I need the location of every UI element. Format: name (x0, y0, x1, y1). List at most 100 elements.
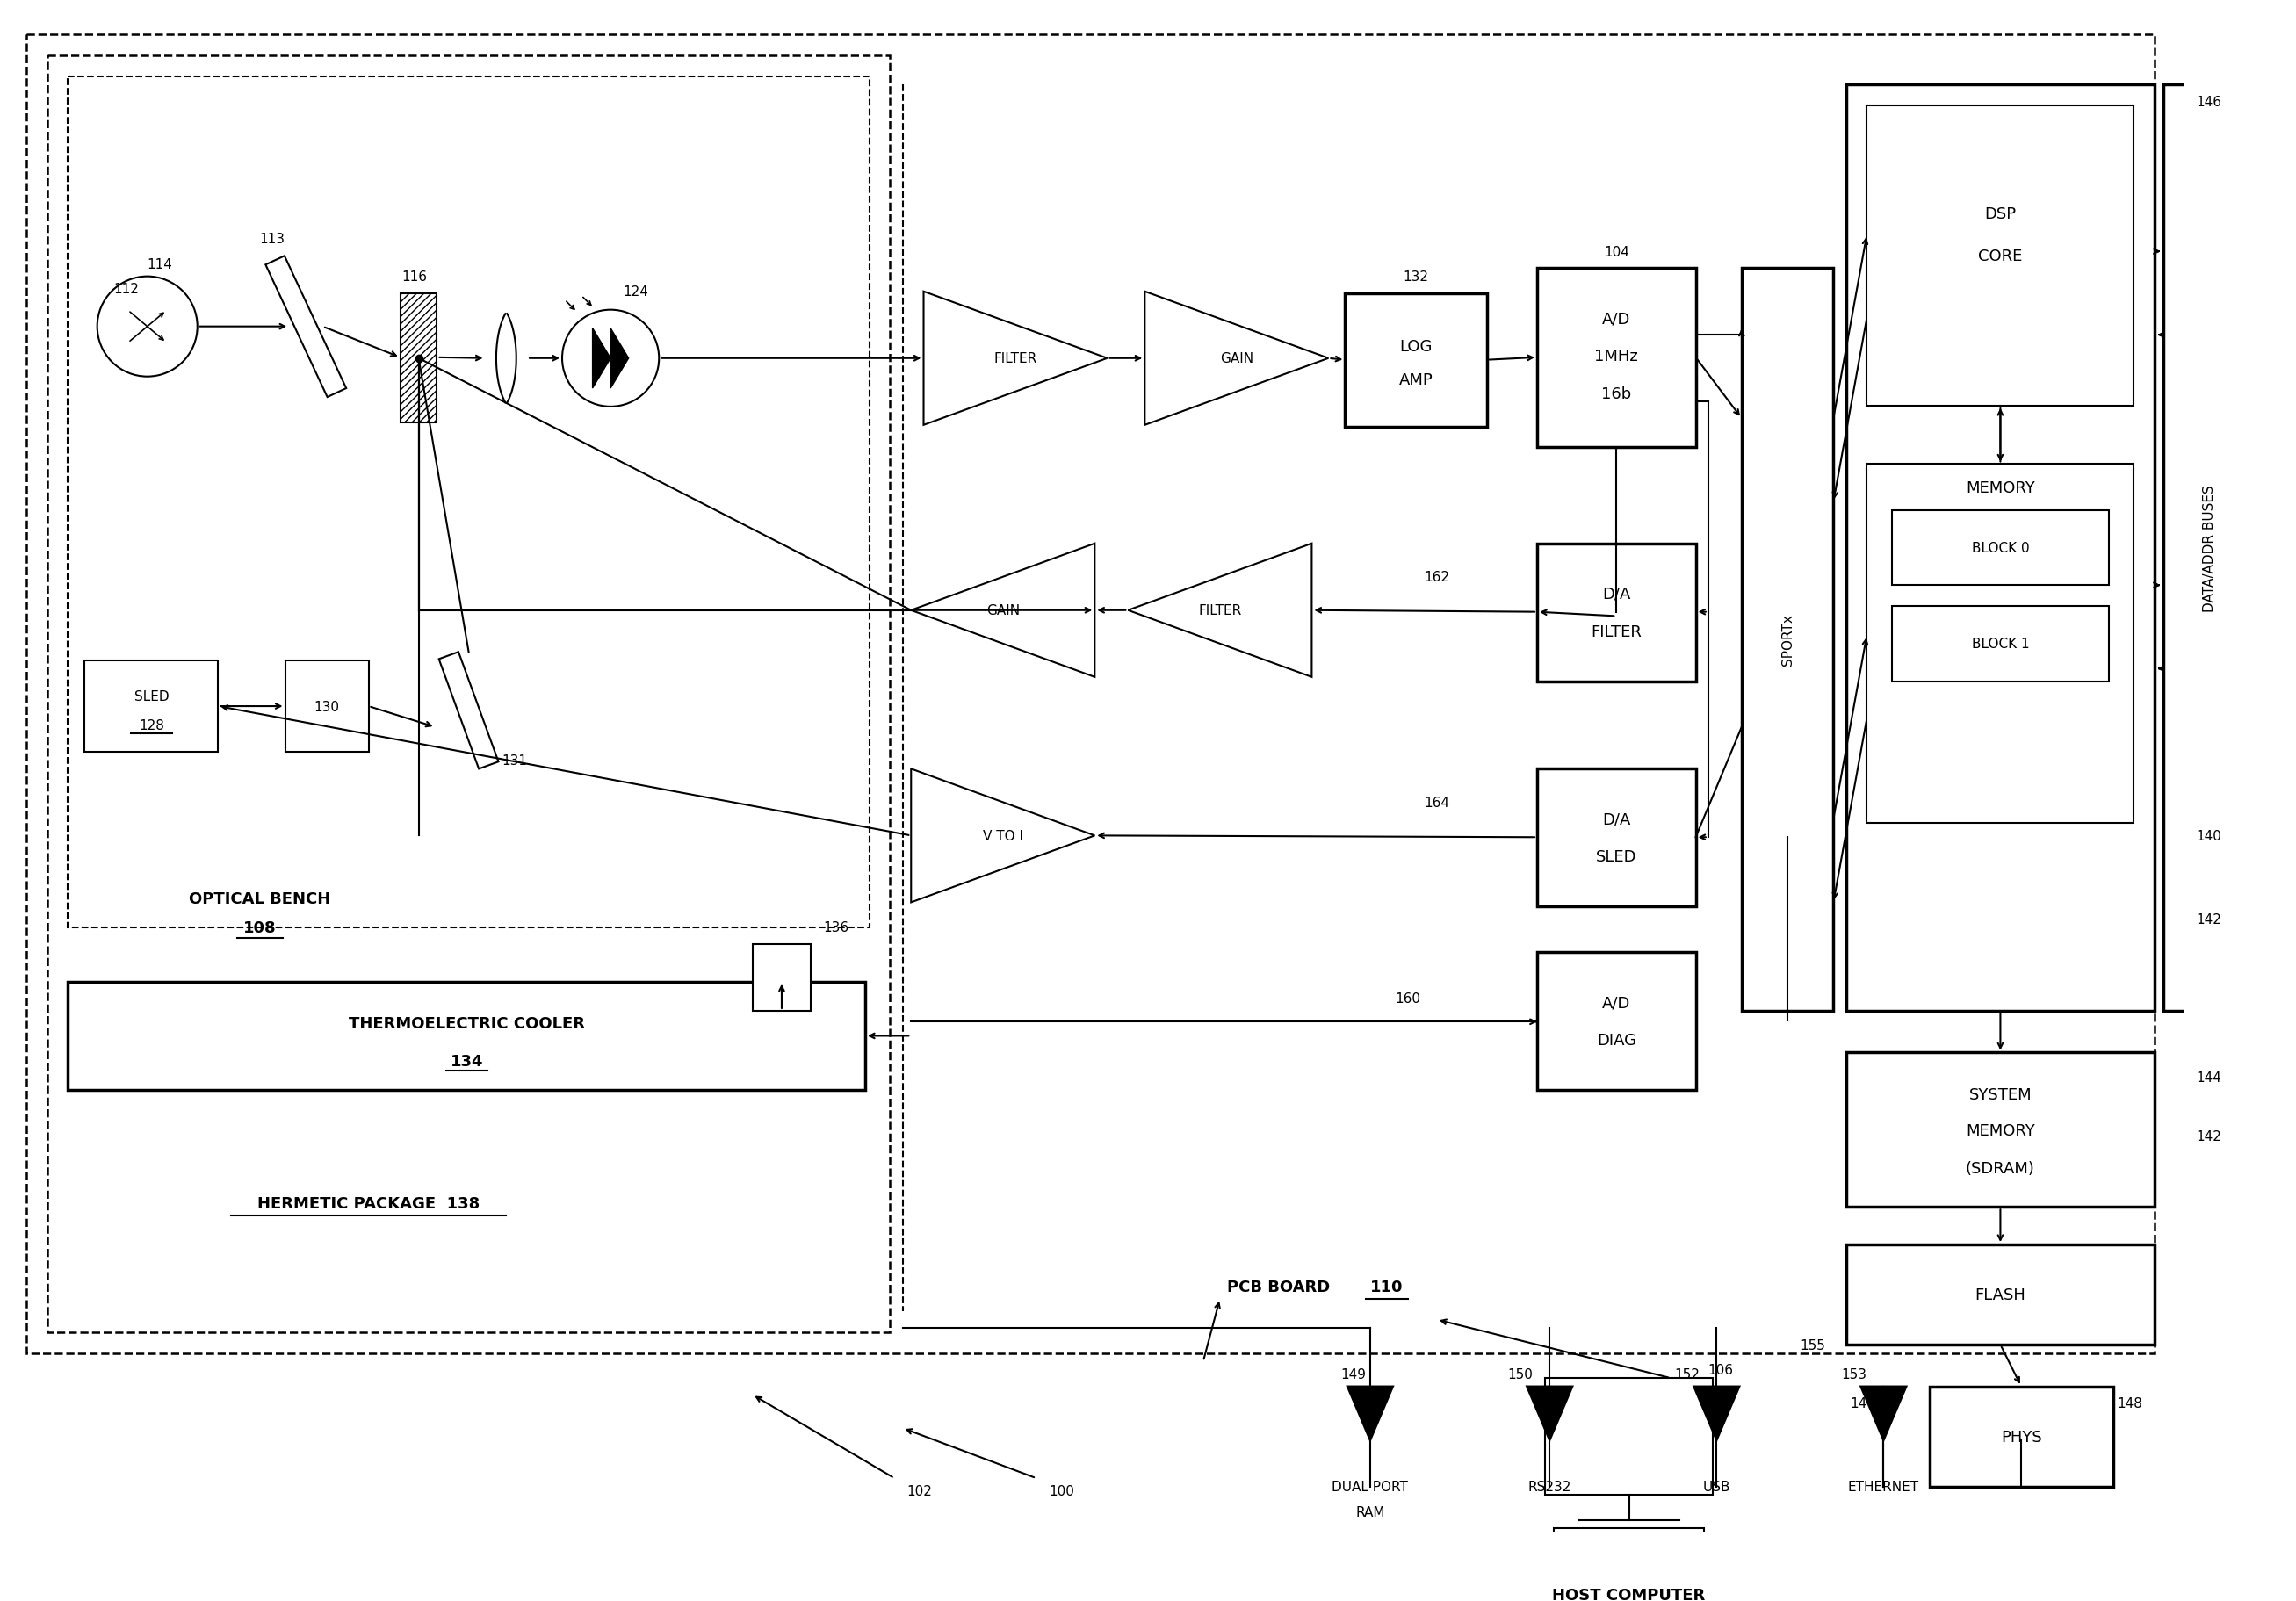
Bar (1545, 1378, 1713, 1495)
Text: A/D: A/D (1603, 311, 1630, 327)
Text: FLASH: FLASH (1975, 1287, 2025, 1303)
Bar (1846, 85, 2156, 1012)
Text: FILTER: FILTER (994, 352, 1038, 365)
Text: 130: 130 (315, 700, 340, 712)
Bar (85, 661, 218, 752)
Bar (1536, 768, 1697, 906)
Bar (1846, 1053, 2156, 1207)
Text: 150: 150 (1508, 1367, 1534, 1380)
Bar (1846, 1244, 2156, 1345)
Text: 140: 140 (2197, 829, 2223, 842)
Text: 147: 147 (1851, 1396, 1876, 1410)
Text: 100: 100 (1049, 1484, 1075, 1497)
Text: GAIN: GAIN (1219, 352, 1254, 365)
Text: 113: 113 (259, 232, 285, 247)
Text: MEMORY: MEMORY (1965, 1122, 2034, 1138)
Text: 153: 153 (1841, 1367, 1867, 1380)
Bar (1536, 544, 1697, 682)
Bar (1867, 106, 2133, 407)
Text: 155: 155 (1800, 1338, 1825, 1351)
Text: 152: 152 (1674, 1367, 1699, 1380)
Text: FILTER: FILTER (1591, 624, 1642, 639)
Text: OPTICAL BENCH: OPTICAL BENCH (188, 890, 331, 906)
Text: 132: 132 (1403, 271, 1428, 283)
Text: 112: 112 (115, 283, 140, 296)
Text: SYSTEM: SYSTEM (1970, 1087, 2032, 1103)
Bar (25, 35, 2156, 1353)
Text: 160: 160 (1394, 993, 1421, 1005)
Text: HOST COMPUTER: HOST COMPUTER (1552, 1587, 1706, 1601)
Text: BLOCK 0: BLOCK 0 (1972, 541, 2030, 554)
Text: AMP: AMP (1398, 371, 1433, 387)
Text: MEMORY: MEMORY (1965, 480, 2034, 496)
Text: SLED: SLED (1596, 849, 1637, 865)
Bar (1892, 607, 2110, 682)
Text: 144: 144 (2197, 1071, 2223, 1084)
Bar (1536, 953, 1697, 1090)
Polygon shape (1527, 1386, 1573, 1441)
Bar (69, 77, 870, 927)
Text: GAIN: GAIN (987, 604, 1019, 618)
Bar (1892, 511, 2110, 586)
Text: LOG: LOG (1401, 338, 1433, 354)
Text: D/A: D/A (1603, 812, 1630, 828)
Polygon shape (1146, 291, 1329, 426)
Polygon shape (912, 768, 1095, 903)
Polygon shape (439, 652, 498, 768)
Polygon shape (1127, 544, 1311, 677)
Text: 1MHz: 1MHz (1593, 349, 1639, 363)
Polygon shape (592, 328, 611, 389)
Bar (1743, 269, 1835, 1012)
Text: THERMOELECTRIC COOLER: THERMOELECTRIC COOLER (349, 1015, 585, 1031)
Text: A/D: A/D (1603, 994, 1630, 1010)
Polygon shape (266, 256, 347, 397)
Text: 142: 142 (2197, 1130, 2223, 1143)
Circle shape (96, 277, 197, 378)
Text: 106: 106 (1708, 1362, 1733, 1377)
Text: DSP: DSP (1984, 207, 2016, 223)
Text: 131: 131 (503, 754, 528, 767)
Bar (400, 293, 436, 423)
Text: 142: 142 (2197, 913, 2223, 925)
Text: 110: 110 (1371, 1279, 1403, 1294)
Circle shape (563, 311, 659, 407)
Text: 16b: 16b (1600, 386, 1632, 402)
Text: RS232: RS232 (1527, 1479, 1570, 1494)
Bar (1554, 1529, 1704, 1561)
Text: RAM: RAM (1355, 1505, 1384, 1518)
Bar (285, 661, 367, 752)
Text: PHYS: PHYS (2000, 1428, 2041, 1444)
Text: 124: 124 (622, 285, 647, 299)
Polygon shape (1694, 1386, 1740, 1441)
Bar (1867, 464, 2133, 823)
Text: USB: USB (1704, 1479, 1731, 1494)
Bar (1929, 1386, 2112, 1487)
Text: 149: 149 (1341, 1367, 1366, 1380)
Bar (753, 945, 810, 1012)
Polygon shape (1860, 1386, 1906, 1441)
Text: HERMETIC PACKAGE  138: HERMETIC PACKAGE 138 (257, 1194, 480, 1210)
Text: 148: 148 (2117, 1396, 2142, 1410)
Text: 128: 128 (138, 719, 163, 732)
Text: ETHERNET: ETHERNET (1848, 1479, 1919, 1494)
Text: 164: 164 (1424, 796, 1449, 809)
Text: 102: 102 (907, 1484, 932, 1497)
Text: DUAL PORT: DUAL PORT (1332, 1479, 1407, 1494)
Bar (48, 56, 891, 1332)
Bar (1536, 269, 1697, 448)
Text: PCB BOARD: PCB BOARD (1226, 1279, 1329, 1294)
Text: DATA/ADDR BUSES: DATA/ADDR BUSES (2202, 485, 2216, 612)
Polygon shape (923, 291, 1107, 426)
Text: 134: 134 (450, 1053, 484, 1069)
Text: V TO I: V TO I (983, 829, 1024, 842)
Text: 136: 136 (824, 921, 850, 935)
Bar (1345, 293, 1488, 427)
Text: 114: 114 (147, 258, 172, 271)
Polygon shape (1348, 1386, 1394, 1441)
Text: DIAG: DIAG (1596, 1033, 1637, 1049)
Text: FILTER: FILTER (1199, 604, 1242, 618)
Polygon shape (611, 328, 629, 389)
Text: SLED: SLED (133, 690, 170, 703)
Polygon shape (912, 544, 1095, 677)
Text: 104: 104 (1603, 245, 1630, 259)
